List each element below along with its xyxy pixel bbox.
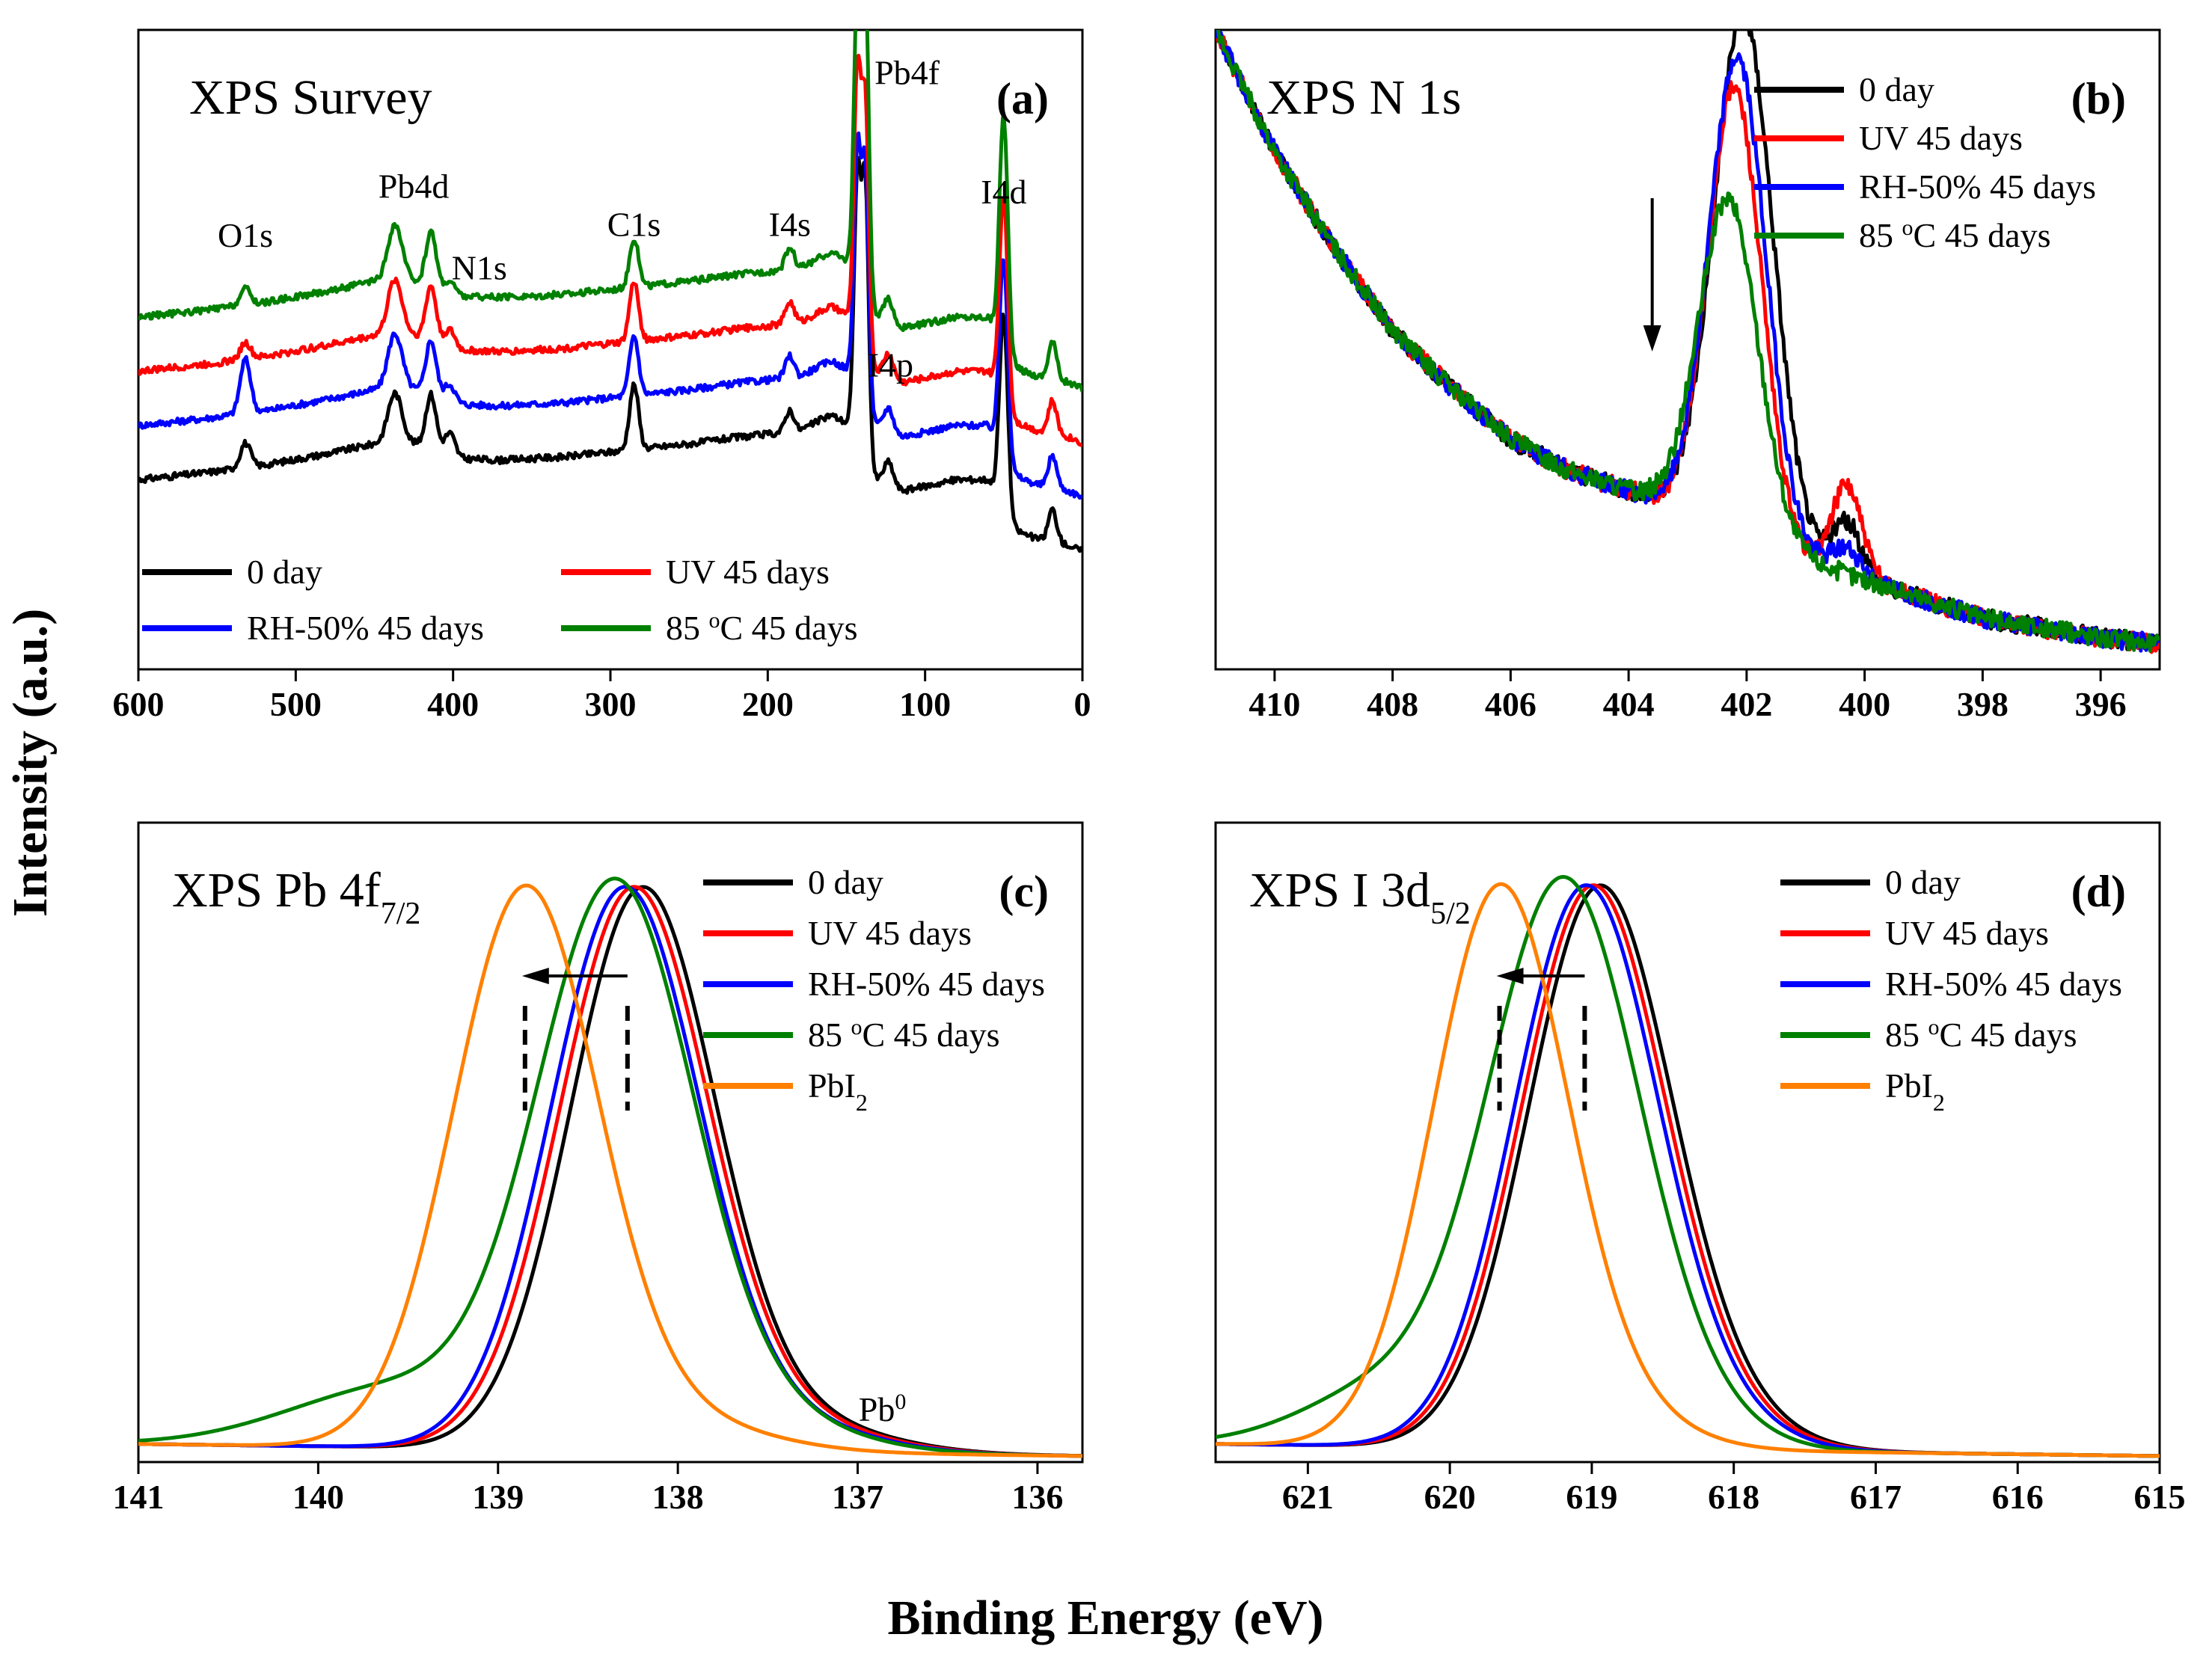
panel-label: (c) — [999, 867, 1049, 916]
peak-annotation: N1s — [452, 248, 507, 286]
series-line — [138, 876, 1082, 1458]
panel-label: (a) — [996, 74, 1049, 123]
x-tick-label: 100 — [899, 685, 951, 723]
legend-label: 0 day — [1859, 70, 1934, 108]
legend-label: RH-50% 45 days — [1885, 965, 2122, 1003]
legend-label: UV 45 days — [808, 914, 972, 952]
peak-annotation: C1s — [607, 205, 661, 243]
x-tick-label: 620 — [1424, 1478, 1476, 1516]
x-tick-label: 396 — [2075, 685, 2127, 723]
peak-annotation: I4d — [981, 173, 1026, 211]
x-tick-label: 410 — [1249, 685, 1300, 723]
legend-label: PbI2 — [1885, 1066, 1945, 1116]
series-line — [1216, 30, 2160, 653]
x-tick-label: 617 — [1850, 1478, 1902, 1516]
peak-annotation: I4s — [769, 205, 811, 243]
x-tick-label: 500 — [270, 685, 322, 723]
shift-arrow-head — [521, 968, 549, 984]
plot-frame — [1214, 28, 2161, 671]
y-axis-title: Intensity (a.u.) — [3, 609, 58, 918]
legend-label: 0 day — [808, 863, 883, 901]
series-line — [138, 883, 1082, 1458]
pb0-annotation: Pb0 — [859, 1390, 907, 1429]
x-tick-label: 406 — [1485, 685, 1537, 723]
legend-label: UV 45 days — [1885, 914, 2049, 952]
x-tick-label: 400 — [1839, 685, 1890, 723]
legend-label: UV 45 days — [1859, 119, 2023, 157]
shift-arrow-head — [1496, 968, 1524, 984]
plot-frame — [1214, 821, 2161, 1464]
x-tick-label: 141 — [113, 1478, 165, 1516]
series-group — [138, 876, 1082, 1458]
legend-label: UV 45 days — [666, 553, 830, 591]
series-group — [1216, 875, 2160, 1458]
panel-title: XPS N 1s — [1266, 70, 1461, 125]
shift-arrow-head — [1643, 325, 1661, 351]
panel-label: (d) — [2071, 867, 2126, 916]
legend-label: 85 oC 45 days — [808, 1015, 1000, 1054]
panel-c: 141 140 139 138 137 136 XPS Pb 4f7/2 (c) 0 day UV… — [113, 821, 1084, 1516]
legend-label: 0 day — [1885, 863, 1961, 901]
legend-label: 85 oC 45 days — [666, 608, 858, 648]
series-line — [138, 131, 1082, 500]
legend-label: 85 oC 45 days — [1885, 1015, 2077, 1054]
x-tick-label: 200 — [742, 685, 794, 723]
x-tick-label: 408 — [1367, 685, 1418, 723]
x-tick-label: 615 — [2134, 1478, 2186, 1516]
x-tick-label: 404 — [1603, 685, 1655, 723]
peak-annotation: O1s — [218, 216, 273, 254]
peak-annotation: Pb4d — [379, 168, 450, 206]
peak-annotation: Pb4f — [874, 53, 940, 91]
series-group — [138, 30, 1082, 553]
x-axis-title: Binding Energy (eV) — [887, 1591, 1323, 1645]
legend-label: 0 day — [247, 553, 322, 591]
x-tick-label: 398 — [1957, 685, 2009, 723]
x-tick-label: 402 — [1721, 685, 1772, 723]
x-tick-label: 138 — [652, 1478, 704, 1516]
x-tick-label: 140 — [292, 1478, 344, 1516]
series-line — [138, 156, 1082, 553]
legend-label: 85 oC 45 days — [1859, 215, 2051, 255]
series-line — [138, 30, 1082, 393]
x-tick-label: 619 — [1566, 1478, 1617, 1516]
x-tick-label: 621 — [1282, 1478, 1334, 1516]
panel-label: (b) — [2071, 74, 2126, 123]
panel-title: XPS I 3d5/2 — [1249, 863, 1471, 931]
panel-b: 410 408 406 404 402 400 398 396 XPS N 1s (b) 0 day… — [1214, 28, 2161, 723]
plot-frame — [137, 821, 1084, 1464]
legend-label: PbI2 — [808, 1066, 868, 1116]
x-tick-label: 136 — [1011, 1478, 1063, 1516]
panel-d: 621 620 619 618 617 616 615 XPS I 3d5/2 (d) 0 day… — [1214, 821, 2186, 1516]
x-tick-label: 600 — [113, 685, 165, 723]
legend-label: RH-50% 45 days — [808, 965, 1045, 1003]
x-tick-label: 139 — [472, 1478, 524, 1516]
series-group — [1216, 30, 2160, 654]
panel-a: 600 500 400 300 200 100 0 XPS Survey (a) 0 day UV … — [113, 28, 1091, 723]
peak-annotation: I4p — [868, 346, 913, 384]
series-line — [138, 53, 1082, 447]
panel-title: XPS Pb 4f7/2 — [172, 863, 420, 931]
series-line — [1216, 882, 2160, 1458]
x-tick-label: 300 — [585, 685, 637, 723]
x-tick-label: 400 — [427, 685, 479, 723]
x-tick-label: 137 — [832, 1478, 883, 1516]
panel-title: XPS Survey — [189, 70, 432, 125]
legend-label: RH-50% 45 days — [247, 609, 484, 647]
x-tick-label: 0 — [1074, 685, 1091, 723]
x-tick-label: 618 — [1708, 1478, 1759, 1516]
x-tick-label: 616 — [1992, 1478, 2044, 1516]
legend-label: RH-50% 45 days — [1859, 168, 2096, 206]
